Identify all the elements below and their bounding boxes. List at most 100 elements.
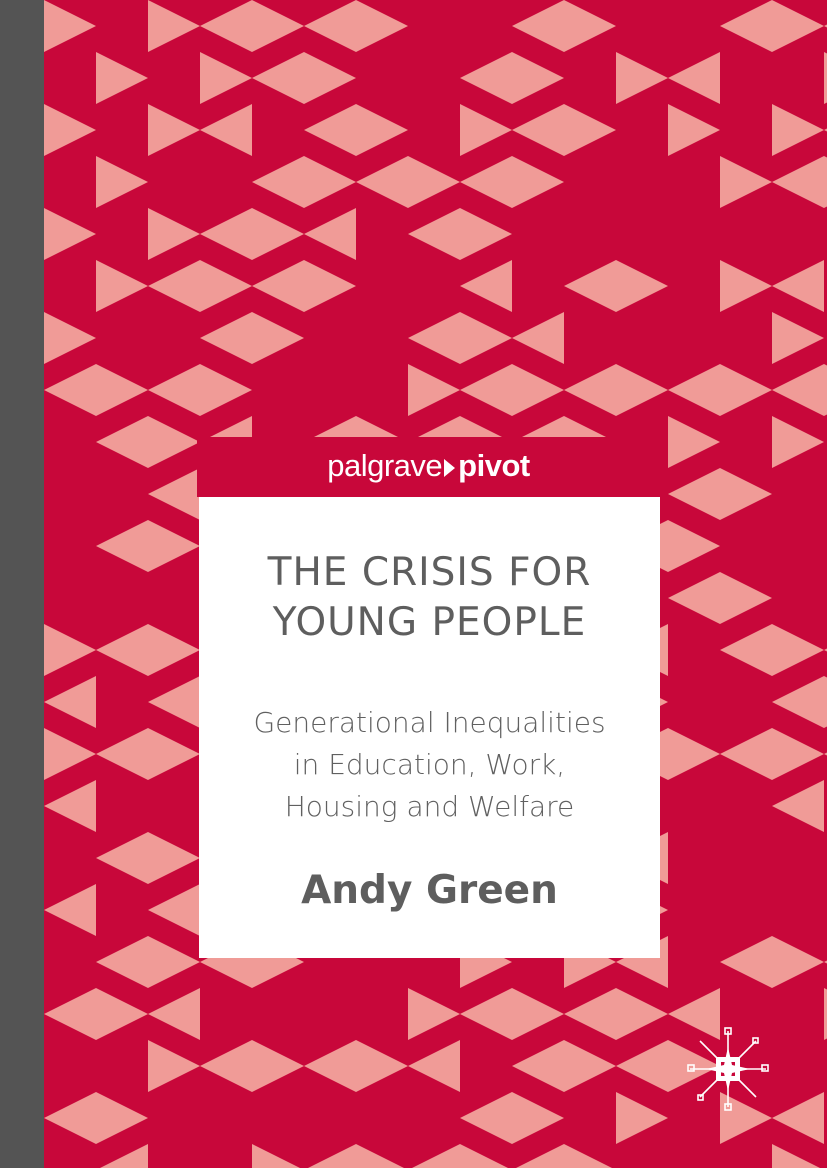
pattern-triangle bbox=[148, 676, 200, 728]
title-panel bbox=[199, 497, 660, 958]
pattern-triangle bbox=[148, 468, 200, 520]
pattern-triangle bbox=[44, 104, 96, 156]
pattern-triangle bbox=[148, 884, 200, 936]
subtitle-line-1: Generational Inequalities bbox=[253, 706, 606, 739]
pattern-triangle bbox=[252, 0, 304, 52]
pattern-triangle bbox=[460, 156, 512, 208]
pattern-triangle bbox=[460, 364, 512, 416]
pattern-triangle bbox=[460, 52, 512, 104]
pattern-triangle bbox=[304, 156, 356, 208]
pattern-triangle bbox=[252, 156, 304, 208]
pattern-triangle bbox=[512, 52, 564, 104]
imprint-prefix: palgrave bbox=[327, 448, 443, 483]
pattern-triangle bbox=[408, 988, 460, 1040]
pattern-triangle bbox=[668, 52, 720, 104]
pattern-triangle bbox=[96, 416, 148, 468]
pattern-triangle bbox=[616, 988, 668, 1040]
pattern-triangle bbox=[824, 128, 827, 132]
pattern-triangle bbox=[252, 1040, 304, 1092]
book-subtitle: Generational Inequalities in Education, … bbox=[199, 702, 660, 828]
pattern-triangle bbox=[148, 832, 200, 884]
pattern-triangle bbox=[148, 364, 200, 416]
pattern-triangle bbox=[252, 208, 304, 260]
pattern-triangle bbox=[824, 960, 827, 964]
pattern-triangle bbox=[512, 104, 564, 156]
book-author: Andy Green bbox=[301, 868, 558, 913]
pattern-triangle bbox=[772, 104, 824, 156]
pattern-triangle bbox=[720, 572, 772, 624]
pattern-triangle bbox=[96, 936, 148, 988]
pattern-triangle bbox=[44, 728, 96, 780]
pattern-triangle bbox=[668, 572, 720, 624]
pattern-triangle bbox=[96, 52, 148, 104]
pattern-triangle bbox=[96, 988, 148, 1040]
pattern-triangle bbox=[616, 1040, 668, 1092]
pattern-triangle bbox=[356, 156, 408, 208]
pattern-triangle bbox=[200, 312, 252, 364]
pattern-triangle bbox=[44, 988, 96, 1040]
pattern-triangle bbox=[96, 832, 148, 884]
pattern-triangle bbox=[720, 936, 772, 988]
pattern-triangle bbox=[44, 624, 96, 676]
pattern-triangle bbox=[460, 208, 512, 260]
pattern-triangle bbox=[772, 0, 824, 52]
pattern-triangle bbox=[356, 104, 408, 156]
subtitle-line-3: Housing and Welfare bbox=[284, 790, 575, 823]
pattern-triangle bbox=[772, 676, 824, 728]
pattern-triangle bbox=[824, 364, 827, 416]
pattern-triangle bbox=[148, 728, 200, 780]
pattern-triangle bbox=[356, 1040, 408, 1092]
pattern-triangle bbox=[96, 364, 148, 416]
pattern-triangle bbox=[772, 312, 824, 364]
pattern-triangle bbox=[96, 260, 148, 312]
pattern-triangle bbox=[824, 752, 827, 756]
pattern-triangle bbox=[252, 312, 304, 364]
pattern-triangle bbox=[44, 364, 96, 416]
pattern-triangle bbox=[512, 1092, 564, 1144]
pattern-triangle bbox=[824, 648, 827, 652]
pattern-triangle bbox=[44, 312, 96, 364]
book-title: THE CRISIS FOR YOUNG PEOPLE bbox=[199, 548, 660, 648]
pattern-triangle bbox=[460, 104, 512, 156]
title-line-1: THE CRISIS FOR bbox=[267, 550, 592, 595]
pattern-triangle bbox=[44, 208, 96, 260]
pattern-triangle bbox=[200, 0, 252, 52]
pattern-triangle bbox=[772, 728, 824, 780]
pattern-triangle bbox=[148, 624, 200, 676]
pattern-triangle bbox=[772, 1092, 824, 1144]
pattern-triangle bbox=[720, 468, 772, 520]
pattern-triangle bbox=[412, 1144, 460, 1168]
pattern-triangle bbox=[408, 312, 460, 364]
pattern-triangle bbox=[720, 0, 772, 52]
pattern-triangle bbox=[616, 1092, 668, 1144]
pattern-triangle bbox=[512, 312, 564, 364]
pattern-triangle bbox=[304, 52, 356, 104]
pattern-triangle bbox=[720, 260, 772, 312]
pattern-triangle bbox=[96, 520, 148, 572]
pattern-triangle bbox=[200, 364, 252, 416]
pattern-triangle bbox=[44, 676, 96, 728]
pattern-triangle bbox=[148, 520, 200, 572]
pattern-triangle bbox=[772, 780, 824, 832]
pattern-triangle bbox=[720, 624, 772, 676]
pattern-triangle bbox=[356, 0, 408, 52]
pattern-triangle bbox=[772, 1144, 820, 1168]
pattern-triangle bbox=[200, 1040, 252, 1092]
pattern-triangle bbox=[200, 104, 252, 156]
pattern-triangle bbox=[44, 1092, 96, 1144]
pattern-triangle bbox=[668, 728, 720, 780]
imprint-suffix: pivot bbox=[458, 448, 530, 483]
pattern-triangle bbox=[96, 156, 148, 208]
pattern-triangle bbox=[512, 988, 564, 1040]
pattern-triangle bbox=[460, 1092, 512, 1144]
pattern-triangle bbox=[460, 312, 512, 364]
pattern-triangle bbox=[200, 52, 252, 104]
pattern-triangle bbox=[772, 416, 824, 468]
pattern-triangle bbox=[200, 208, 252, 260]
book-spine bbox=[0, 0, 44, 1168]
pattern-triangle bbox=[44, 884, 96, 936]
pattern-triangle bbox=[304, 260, 356, 312]
pattern-triangle bbox=[148, 0, 200, 52]
pattern-triangle bbox=[356, 1144, 404, 1168]
pattern-triangle bbox=[304, 1040, 356, 1092]
